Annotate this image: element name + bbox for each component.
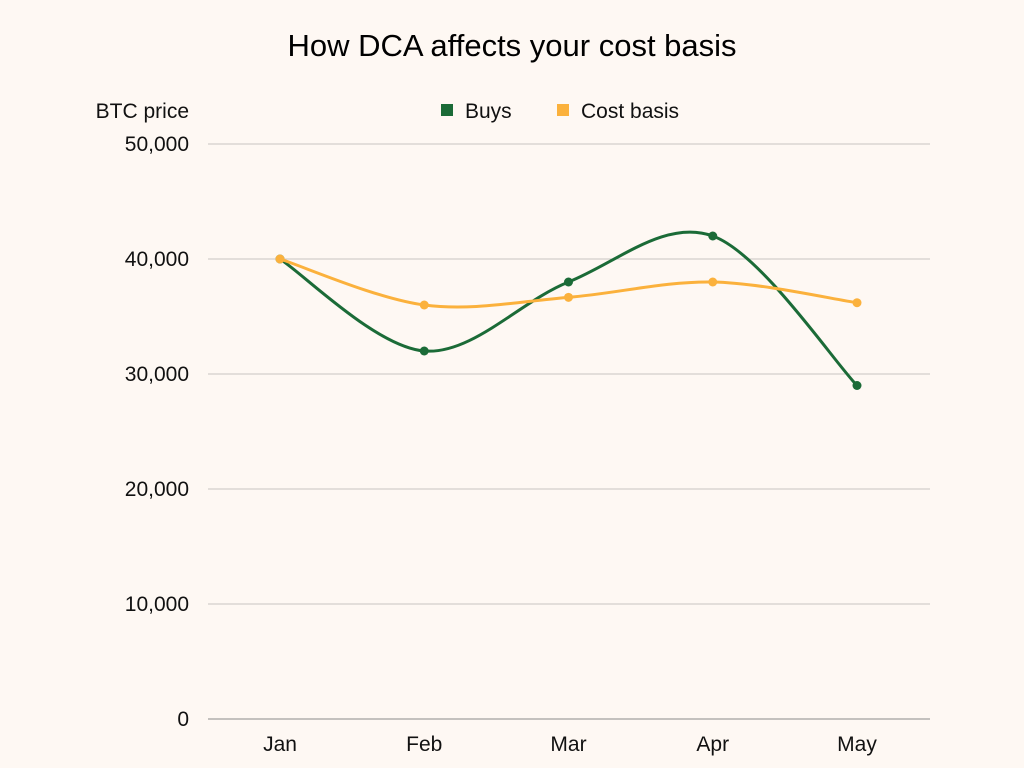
x-tick-label: Apr (696, 733, 729, 756)
y-tick-label: 30,000 (125, 363, 189, 386)
x-tick-label: Mar (550, 733, 586, 756)
y-tick-label: 0 (177, 708, 189, 731)
x-tick-label: May (837, 733, 877, 756)
data-point-cost-basis (275, 254, 285, 264)
data-point-buys (564, 277, 573, 287)
legend-label-buys: Buys (465, 100, 512, 123)
data-point-buys (419, 346, 429, 356)
data-point-cost-basis (419, 300, 429, 310)
series-line-buys (279, 230, 859, 387)
chart-title: How DCA affects your cost basis (287, 28, 736, 63)
y-tick-label: 20,000 (125, 478, 189, 501)
y-tick-label: 10,000 (125, 593, 189, 616)
data-point-cost-basis (564, 292, 573, 302)
y-tick-label: 40,000 (125, 248, 189, 271)
y-axis-label: BTC price (96, 100, 189, 123)
legend-swatch-buys (441, 104, 453, 116)
x-tick-label: Jan (263, 733, 297, 756)
x-tick-label: Feb (406, 733, 442, 756)
data-point-cost-basis (708, 277, 718, 287)
data-point-cost-basis (852, 298, 862, 308)
data-point-buys (852, 381, 862, 390)
legend-swatch-cost-basis (557, 104, 569, 116)
legend-label-cost-basis: Cost basis (581, 100, 679, 123)
data-point-buys (708, 231, 718, 241)
y-tick-label: 50,000 (125, 133, 189, 156)
